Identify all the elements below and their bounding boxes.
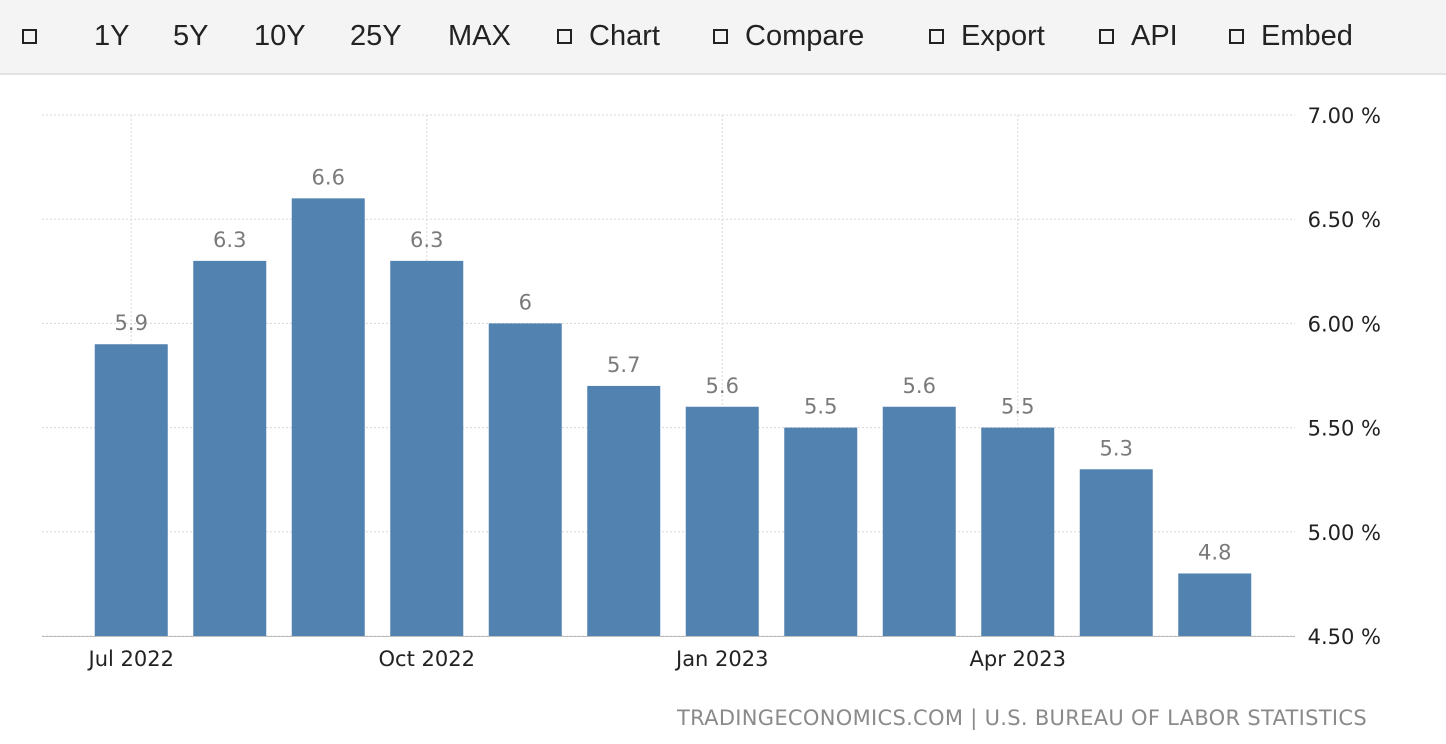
value-label: 6.6 (312, 165, 345, 189)
bar-2023-03 (883, 407, 956, 636)
x-tick-label: Apr 2023 (970, 647, 1066, 671)
value-label: 4.8 (1198, 540, 1231, 564)
bar-2022-08 (193, 261, 266, 636)
bar-2023-02 (784, 428, 857, 636)
value-label: 5.9 (115, 311, 148, 335)
bar-2023-04 (981, 428, 1054, 636)
y-tick-label: 6.50 % (1308, 208, 1381, 232)
x-tick-label: Jan 2023 (674, 647, 769, 671)
x-tick-label: Jul 2022 (87, 647, 174, 671)
y-tick-label: 4.50 % (1308, 625, 1381, 649)
value-label: 6.3 (213, 228, 246, 252)
bar-2023-06 (1178, 573, 1251, 636)
source-site[interactable]: TRADINGECONOMICS.COM (677, 706, 963, 730)
source-separator: | (970, 706, 977, 730)
value-label: 5.5 (1001, 395, 1034, 419)
value-label: 5.3 (1100, 436, 1133, 460)
x-tick-label: Oct 2022 (379, 647, 475, 671)
bar-2022-11 (489, 323, 562, 636)
bar-chart: 5.9 6.3 6.6 6.3 6 5.7 5.6 5.5 5.6 5.5 5.3 4.8 4.50 %… (0, 0, 1446, 700)
bar-2023-01 (686, 407, 759, 636)
value-label: 6.3 (410, 228, 443, 252)
value-label: 6 (519, 290, 532, 314)
y-tick-label: 7.00 % (1308, 104, 1381, 128)
value-label: 5.6 (903, 374, 936, 398)
source-agency: U.S. BUREAU OF LABOR STATISTICS (985, 706, 1367, 730)
bar-2022-10 (390, 261, 463, 636)
value-label: 5.7 (607, 353, 640, 377)
y-tick-label: 5.00 % (1308, 521, 1381, 545)
bar-2022-07 (95, 344, 168, 636)
value-label: 5.5 (804, 395, 837, 419)
bar-2022-12 (587, 386, 660, 636)
source-attribution: TRADINGECONOMICS.COM | U.S. BUREAU OF LA… (677, 706, 1367, 730)
y-tick-label: 6.00 % (1308, 312, 1381, 336)
bar-2022-09 (292, 198, 365, 636)
y-tick-label: 5.50 % (1308, 417, 1381, 441)
bar-2023-05 (1080, 469, 1153, 636)
value-label: 5.6 (706, 374, 739, 398)
